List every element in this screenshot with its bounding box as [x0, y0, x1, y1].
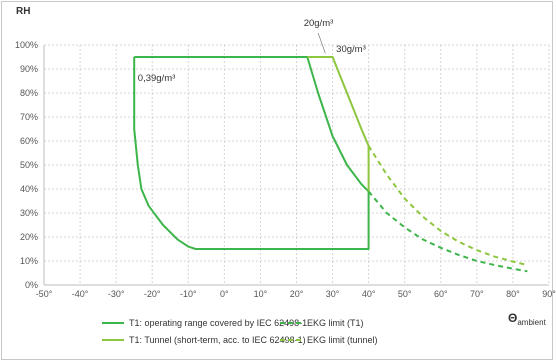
x-tick-label: 40° — [362, 289, 376, 299]
x-tick-label: 10° — [254, 289, 268, 299]
series-line-2 — [307, 56, 370, 192]
tick-labels: -50° -40° -30° -20° -10° 0° 10° 20° 30° 40° 50° 60°… — [15, 40, 556, 299]
x-tick-label: 90° — [542, 289, 556, 299]
y-tick-label: 40% — [20, 184, 38, 194]
x-tick-label: -20° — [144, 289, 161, 299]
y-tick-label: 60% — [20, 136, 38, 146]
y-tick-label: 70% — [20, 112, 38, 122]
y-tick-label: 50% — [20, 160, 38, 170]
x-tick-label: -50° — [36, 289, 53, 299]
y-tick-label: 10% — [20, 256, 38, 266]
y-tick-label: 0% — [25, 280, 38, 290]
x-tick-label: 80° — [506, 289, 520, 299]
annotations: 20g/m³ 30g/m³ 0,39g/m³ — [138, 18, 366, 84]
x-tick-label: 50° — [398, 289, 412, 299]
axis-titles: RH Θambient — [16, 6, 547, 327]
series-lines — [133, 56, 528, 273]
x-axis-title-main: Θ — [508, 311, 517, 325]
x-tick-label: 60° — [434, 289, 448, 299]
x-tick-label: -10° — [180, 289, 197, 299]
y-tick-label: 80% — [20, 88, 38, 98]
x-tick-label: 0° — [220, 289, 229, 299]
x-axis-title: Θambient — [508, 311, 547, 327]
legend-label-4: EKG limit (tunnel) — [307, 335, 378, 345]
x-tick-label: 70° — [470, 289, 484, 299]
annotation-3: 0,39g/m³ — [138, 73, 176, 84]
y-axis-title: RH — [16, 6, 30, 17]
annotation-pointer — [317, 32, 326, 54]
x-tick-label: 20° — [290, 289, 304, 299]
y-tick-label: 30% — [20, 208, 38, 218]
legend: T1: operating range covered by IEC 62498… — [102, 318, 378, 345]
x-tick-label: -30° — [108, 289, 125, 299]
y-tick-label: 100% — [15, 40, 38, 50]
x-tick-label: -40° — [72, 289, 89, 299]
annotation-2: 30g/m³ — [336, 44, 366, 55]
series-line-3 — [367, 190, 528, 273]
x-tick-label: 30° — [326, 289, 340, 299]
legend-label-2: T1: Tunnel (short-term, acc. to IEC 6249… — [129, 335, 306, 345]
annotation-1: 20g/m³ — [304, 18, 334, 29]
y-tick-label: 90% — [20, 64, 38, 74]
x-axis-title-sub: ambient — [517, 318, 546, 327]
y-tick-label: 20% — [20, 232, 38, 242]
legend-label-3: EKG limit (T1) — [307, 318, 364, 328]
legend-label-1: T1: operating range covered by IEC 62498… — [129, 318, 307, 328]
series-line-4 — [367, 145, 528, 267]
series-line-1 — [133, 56, 370, 250]
